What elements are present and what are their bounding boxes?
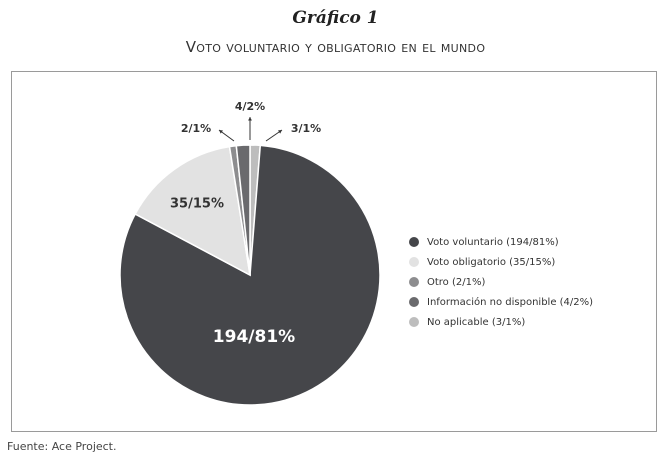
legend-swatch xyxy=(409,277,419,287)
slice-label: 35/15% xyxy=(170,197,224,212)
legend-label: Voto obligatorio (35/15%) xyxy=(427,256,556,268)
legend-item: Voto obligatorio (35/15%) xyxy=(409,252,593,272)
chart-frame xyxy=(11,71,657,432)
chart-legend: Voto voluntario (194/81%) Voto obligatori… xyxy=(409,232,593,332)
legend-swatch xyxy=(409,237,419,247)
legend-item: Información no disponible (4/2%) xyxy=(409,292,593,312)
legend-label: Información no disponible (4/2%) xyxy=(427,296,594,308)
pie-slice-voto-obligatorio xyxy=(134,145,251,277)
label-arrowhead xyxy=(248,117,252,121)
slice-label: 3/1% xyxy=(291,122,321,135)
figure-title: Gráfico 1 xyxy=(292,8,379,28)
slice-label: 2/1% xyxy=(181,122,211,135)
legend-label: No aplicable (3/1%) xyxy=(427,316,526,328)
legend-item: No aplicable (3/1%) xyxy=(409,312,593,332)
legend-item: Voto voluntario (194/81%) xyxy=(409,232,593,252)
label-arrowhead xyxy=(219,130,223,134)
pie-slice-informaci-n-no-disponible xyxy=(235,144,251,276)
legend-swatch xyxy=(409,297,419,307)
slice-label: 194/81% xyxy=(213,327,295,347)
figure-source: Fuente: Ace Project. xyxy=(7,440,117,453)
legend-swatch xyxy=(409,257,419,267)
slice-label: 4/2% xyxy=(235,100,265,113)
figure-subtitle: Voto voluntario y obligatorio en el mund… xyxy=(185,38,486,56)
legend-label: Voto voluntario (194/81%) xyxy=(427,236,559,248)
legend-item: Otro (2/1%) xyxy=(409,272,593,292)
label-arrowhead xyxy=(278,130,282,134)
legend-label: Otro (2/1%) xyxy=(427,276,486,288)
legend-swatch xyxy=(409,317,419,327)
